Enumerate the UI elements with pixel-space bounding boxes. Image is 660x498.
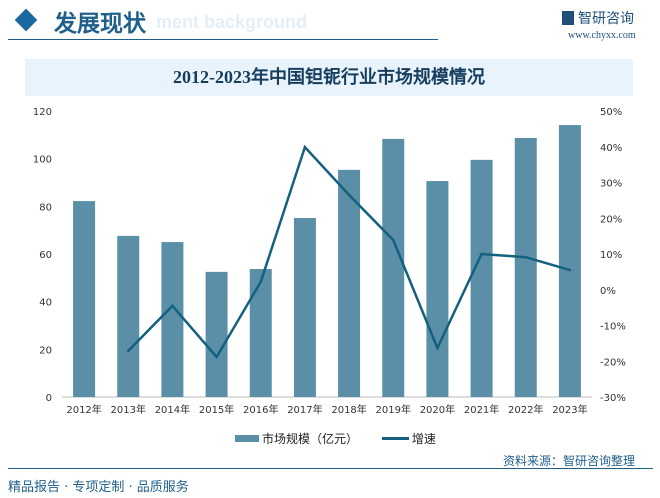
y-left-tick-label: 0 xyxy=(46,393,52,404)
x-tick-label: 2017年 xyxy=(287,403,322,416)
bar xyxy=(161,242,184,397)
y-left-tick-label: 60 xyxy=(39,250,52,261)
logo: 智研咨询 xyxy=(562,8,634,28)
page-title: 发展现状 xyxy=(54,11,146,37)
y-right-tick-label: -10% xyxy=(600,322,626,333)
header-watermark: ment background xyxy=(156,12,308,32)
growth-point xyxy=(127,349,130,353)
y-right-tick-label: -30% xyxy=(600,393,626,404)
footer-divider xyxy=(8,468,653,469)
header-divider xyxy=(8,39,438,40)
x-tick-label: 2012年 xyxy=(66,403,101,416)
legend-line-swatch xyxy=(381,437,409,440)
bar xyxy=(205,271,228,397)
logo-text: 智研咨询 xyxy=(578,11,634,27)
bar xyxy=(249,269,272,397)
growth-point xyxy=(171,304,174,308)
y-left-tick-label: 40 xyxy=(39,298,52,309)
growth-point xyxy=(347,193,351,197)
y-left-tick-label: 20 xyxy=(39,345,52,356)
x-tick-label: 2019年 xyxy=(376,403,411,416)
bar xyxy=(293,218,316,397)
growth-point xyxy=(215,355,218,359)
y-right-tick-label: 20% xyxy=(600,214,622,225)
x-tick-label: 2020年 xyxy=(420,403,455,416)
y-right-tick-label: 10% xyxy=(600,250,622,261)
x-tick-label: 2014年 xyxy=(155,403,190,416)
bar xyxy=(514,137,537,397)
bar xyxy=(426,181,449,397)
x-tick-label: 2015年 xyxy=(199,403,234,416)
legend-line-label: 增速 xyxy=(411,432,436,446)
source-note: 资料来源：智研咨询整理 xyxy=(503,454,636,468)
y-right-tick-label: 0% xyxy=(600,286,616,297)
legend: 市场规模（亿元） 增速 xyxy=(235,430,436,447)
growth-point xyxy=(524,256,527,259)
website-url: www.chyxx.com xyxy=(568,30,636,41)
y-right-tick-label: 40% xyxy=(600,143,622,154)
y-right-tick-label: -20% xyxy=(600,357,626,368)
logo-icon xyxy=(562,11,574,25)
bar xyxy=(117,235,140,397)
y-right-tick-label: 30% xyxy=(600,179,622,190)
y-left-tick-label: 120 xyxy=(33,107,52,118)
x-tick-label: 2023年 xyxy=(552,403,587,416)
growth-point xyxy=(480,252,483,256)
y-right-tick-label: 50% xyxy=(600,107,622,118)
growth-point xyxy=(303,145,307,149)
bar xyxy=(73,201,96,397)
legend-bar-swatch xyxy=(235,435,259,442)
legend-bar-label: 市场规模（亿元） xyxy=(262,432,359,446)
y-left-tick-label: 80 xyxy=(39,202,52,213)
x-tick-label: 2022年 xyxy=(508,403,543,416)
footer-slogan: 精品报告 · 专项定制 · 品质服务 xyxy=(8,480,189,495)
bar xyxy=(338,169,361,397)
y-left-tick-label: 100 xyxy=(33,155,52,166)
growth-point xyxy=(436,346,439,350)
growth-point xyxy=(568,268,572,272)
chart-title: 2012-2023年中国钽铌行业市场规模情况 xyxy=(25,59,633,96)
x-tick-label: 2016年 xyxy=(243,403,278,416)
growth-point xyxy=(259,280,262,284)
bar xyxy=(558,125,581,397)
x-tick-label: 2018年 xyxy=(331,403,366,416)
bar xyxy=(470,159,493,397)
x-tick-label: 2013年 xyxy=(111,403,146,416)
x-tick-label: 2021年 xyxy=(464,403,499,416)
bar xyxy=(382,138,405,397)
growth-point xyxy=(392,238,395,242)
